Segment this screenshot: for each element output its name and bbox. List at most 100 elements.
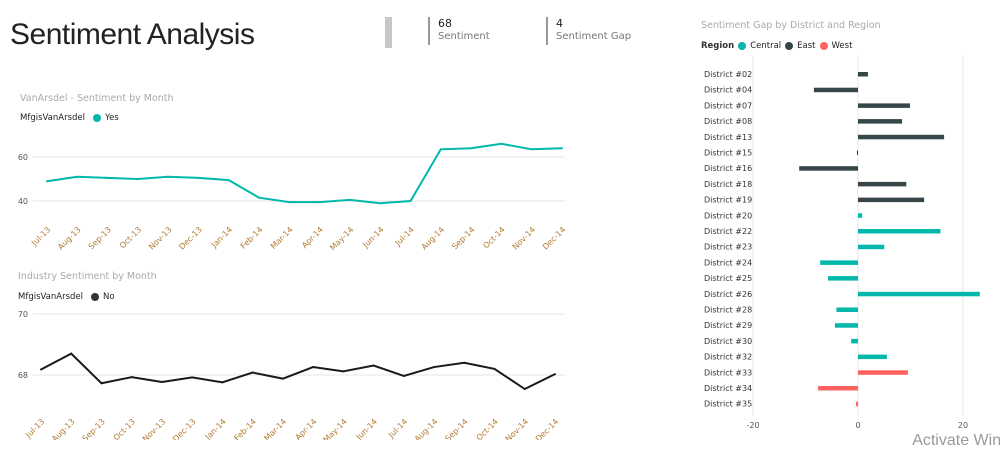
x-tick-label: Nov-14 <box>511 225 537 250</box>
series-line-yes <box>46 142 563 205</box>
district-label: District #13 <box>704 133 752 142</box>
data-point <box>523 388 526 391</box>
x-tick-label: Nov-13 <box>147 225 173 250</box>
legend-west[interactable]: West <box>831 41 853 51</box>
chart3-plot[interactable]: -20 0 20 District #02 District #04 District #… <box>690 55 1000 435</box>
data-point <box>258 196 261 199</box>
data-point <box>554 373 556 376</box>
data-point <box>493 367 496 370</box>
legend-dot-icon <box>738 42 747 50</box>
data-point <box>191 376 194 379</box>
data-point <box>402 374 405 377</box>
x-tick-label: Dec-14 <box>541 225 568 250</box>
x-tick-label: Dec-14 <box>534 417 561 440</box>
bar-19 <box>858 197 925 203</box>
slicer-handle[interactable] <box>385 17 392 48</box>
x-tick-label: 0 <box>855 421 860 430</box>
bar-33 <box>858 370 908 375</box>
x-tick-label: -20 <box>746 421 759 430</box>
data-point <box>227 179 230 182</box>
bar-07 <box>858 103 910 108</box>
data-point <box>348 198 351 201</box>
district-label: District #29 <box>704 321 752 330</box>
data-point <box>372 364 375 367</box>
x-tick-label: Sep-14 <box>443 417 469 440</box>
x-tick-label: Mar-14 <box>269 225 295 250</box>
bar-20 <box>858 213 863 218</box>
chart1-plot[interactable]: 40 60 Jul-13 Aug-13 Sep-13 Oct-13 Nov-13 Dec-13… <box>0 130 580 250</box>
data-point <box>46 180 48 183</box>
page-title: Sentiment Analysis <box>10 18 255 51</box>
x-tick-label: Apr-14 <box>300 225 325 250</box>
data-point <box>70 352 73 355</box>
chart1-legend: MfgisVanArsdel Yes <box>20 113 119 123</box>
bar-30 <box>851 338 858 344</box>
data-point <box>40 368 42 371</box>
x-tick-label: Mar-14 <box>262 417 288 440</box>
x-tick-label: Jul-14 <box>386 417 409 440</box>
data-point <box>251 371 254 374</box>
district-label: District #33 <box>704 368 752 377</box>
sentiment-gap-card[interactable]: 4 Sentiment Gap <box>546 17 631 45</box>
x-tick-label: Nov-14 <box>504 417 530 440</box>
y-tick-label: 60 <box>18 153 28 162</box>
sentiment-card[interactable]: 68 Sentiment <box>428 17 490 45</box>
bar-32 <box>858 354 887 360</box>
district-label: District #26 <box>704 290 752 299</box>
x-tick-label: Nov-13 <box>141 417 167 440</box>
data-point <box>167 175 170 178</box>
chart1-title: VanArsdel - Sentiment by Month <box>20 93 174 104</box>
district-label: District #19 <box>704 196 752 205</box>
district-label: District #08 <box>704 117 752 126</box>
district-label: District #20 <box>704 211 752 220</box>
chart3-legend: Region Central East West <box>701 41 852 51</box>
district-label: District #02 <box>704 70 752 79</box>
data-point <box>342 370 345 373</box>
district-label: District #23 <box>704 243 752 252</box>
x-tick-label: May-14 <box>322 417 349 440</box>
x-tick-label: Jun-14 <box>360 225 385 250</box>
data-point <box>318 201 321 204</box>
bar-34 <box>818 386 858 391</box>
legend-dot-icon <box>93 114 101 122</box>
district-label: District #35 <box>704 400 752 409</box>
x-tick-label: Apr-14 <box>293 417 318 440</box>
x-tick-label: Jan-14 <box>203 417 228 440</box>
data-point <box>221 381 224 384</box>
district-label: District #07 <box>704 101 752 110</box>
chart1-legend-title: MfgisVanArsdel <box>20 113 85 123</box>
y-tick-label: 68 <box>18 371 28 380</box>
legend-dot-icon <box>819 42 828 50</box>
chart2-title: Industry Sentiment by Month <box>18 271 157 282</box>
sentiment-gap-value: 4 <box>556 17 563 30</box>
bar-28 <box>836 307 858 312</box>
chart1-legend-yes[interactable]: Yes <box>105 113 119 123</box>
bar-04 <box>813 87 858 93</box>
x-tick-label: May-14 <box>328 225 355 250</box>
bar-26 <box>858 291 980 297</box>
series-line-no <box>40 352 556 391</box>
district-label: District #30 <box>704 337 752 346</box>
x-tick-label: Sep-13 <box>81 417 107 440</box>
x-tick-label: Aug-14 <box>420 225 447 250</box>
chart3-legend-title: Region <box>701 41 735 51</box>
x-tick-label: Oct-14 <box>481 225 506 250</box>
chart2-plot[interactable]: 68 70 Jul-13 Aug-13 Sep-13 Oct-13 Nov-13 Dec-13… <box>0 305 580 440</box>
legend-central[interactable]: Central <box>750 41 782 51</box>
bar-24 <box>820 260 858 265</box>
bar-29 <box>834 323 858 328</box>
chart2-legend-no[interactable]: No <box>103 292 115 302</box>
x-tick-label: Dec-13 <box>171 417 198 440</box>
x-tick-label: 20 <box>958 421 968 430</box>
x-tick-label: Aug-13 <box>50 417 77 440</box>
legend-east[interactable]: East <box>797 41 816 51</box>
data-point <box>463 361 466 364</box>
x-tick-label: Aug-13 <box>56 225 83 250</box>
data-point <box>197 176 200 179</box>
chart2-legend: MfgisVanArsdel No <box>18 292 115 302</box>
bar-25 <box>828 276 858 281</box>
district-label: District #22 <box>704 227 752 236</box>
x-tick-label: Sep-14 <box>450 225 476 250</box>
x-tick-label: Oct-13 <box>112 417 137 440</box>
